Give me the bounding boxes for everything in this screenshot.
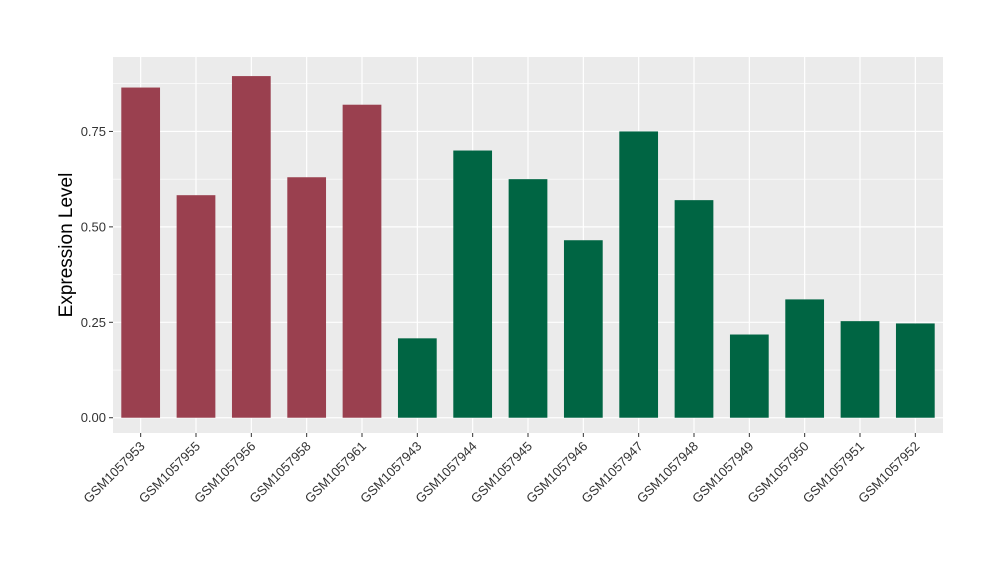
- y-axis-title: Expression Level: [56, 173, 77, 318]
- y-axis: 0.00 0.25 0.50 0.75: [81, 124, 113, 425]
- bar-GSM1057947: [619, 131, 659, 418]
- bar-GSM1057944: [453, 150, 493, 418]
- y-tick-label: 0.25: [81, 315, 106, 330]
- bar-GSM1057943: [397, 338, 437, 418]
- bar-GSM1057952: [895, 323, 935, 418]
- y-tick-label: 0.00: [81, 410, 106, 425]
- y-tick-label: 0.50: [81, 219, 106, 234]
- bar-GSM1057945: [508, 179, 548, 418]
- y-tick-label: 0.75: [81, 124, 106, 139]
- x-axis: GSM1057953GSM1057955GSM1057956GSM1057958…: [80, 433, 922, 506]
- bar-GSM1057950: [785, 299, 825, 418]
- bar-GSM1057946: [563, 240, 603, 418]
- bar-GSM1057961: [342, 104, 382, 418]
- bar-GSM1057949: [729, 334, 769, 418]
- bar-GSM1057956: [231, 76, 271, 418]
- bar-GSM1057953: [121, 87, 161, 418]
- bar-GSM1057948: [674, 200, 714, 418]
- bars: [121, 76, 935, 418]
- bar-GSM1057951: [840, 321, 880, 418]
- bar-GSM1057955: [176, 195, 216, 418]
- bar-GSM1057958: [287, 177, 327, 418]
